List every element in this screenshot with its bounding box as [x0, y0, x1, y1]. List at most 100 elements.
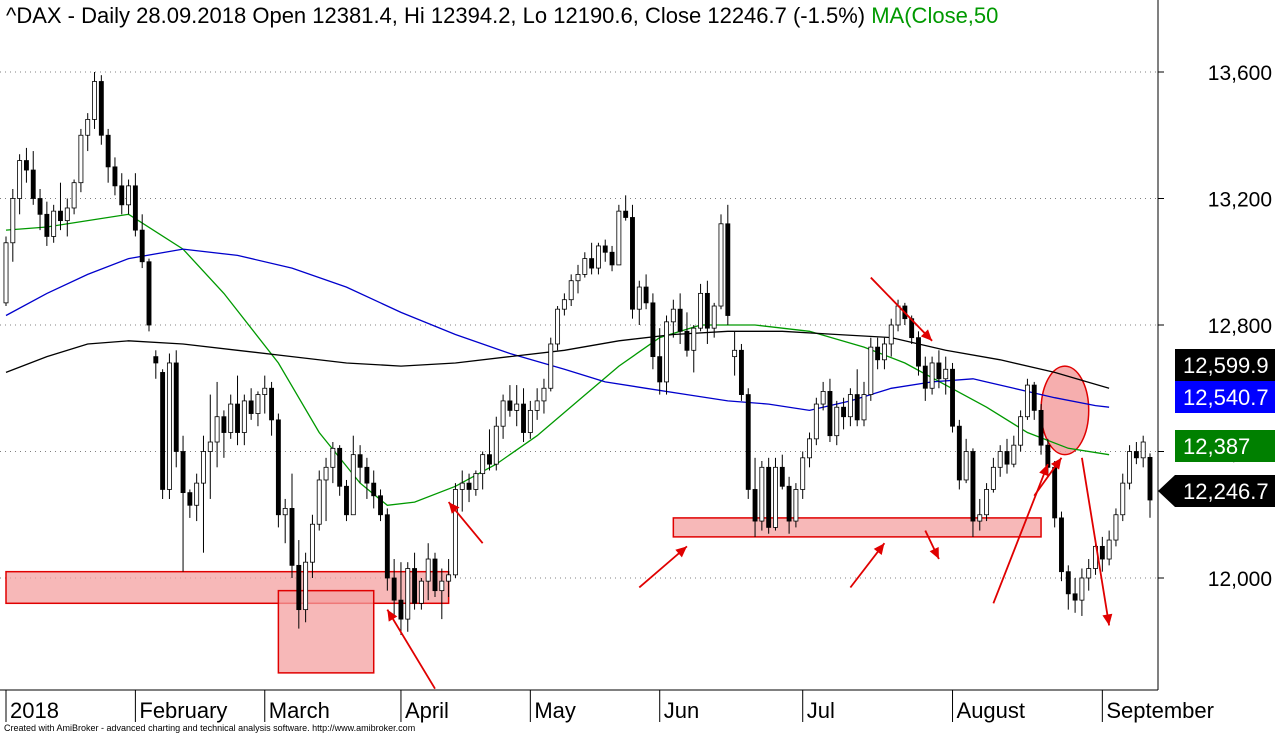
candle	[977, 498, 983, 531]
candle-body	[657, 356, 663, 383]
candle	[262, 375, 268, 414]
candle-body	[990, 466, 996, 490]
candle-body	[112, 166, 118, 187]
candle	[78, 128, 84, 193]
candle	[922, 356, 928, 401]
candle	[691, 325, 697, 373]
candle	[670, 299, 676, 338]
candle	[779, 454, 785, 490]
arrow	[924, 530, 940, 560]
candle	[425, 543, 431, 601]
candle	[92, 72, 97, 129]
candle-body	[813, 403, 819, 440]
candle-body	[371, 482, 377, 497]
candle	[412, 552, 418, 610]
candle-body	[153, 356, 159, 364]
candle	[391, 559, 397, 616]
candle	[956, 419, 962, 490]
candle	[521, 388, 526, 443]
candle-body	[602, 245, 608, 253]
candle-body	[255, 394, 261, 414]
candle	[23, 147, 29, 183]
candle-body	[691, 327, 697, 351]
candle	[241, 394, 247, 446]
candle-body	[378, 495, 383, 516]
candle	[677, 293, 683, 344]
y-tick-label: 13,600	[1208, 62, 1272, 85]
candle	[1113, 508, 1119, 547]
candle-body	[1052, 466, 1058, 519]
candle-body	[1072, 593, 1078, 601]
candle-body	[950, 368, 955, 427]
candle	[636, 280, 642, 325]
candle-body	[521, 403, 526, 433]
candle	[1099, 536, 1105, 572]
arrow-head	[448, 502, 460, 514]
candle-body	[173, 362, 179, 452]
candle-body	[330, 447, 336, 468]
candle	[650, 293, 656, 370]
candle-body	[235, 403, 240, 433]
candle-body	[1004, 451, 1010, 465]
candle-body	[534, 400, 540, 411]
candle	[616, 204, 622, 266]
candle-body	[405, 568, 411, 620]
candle-body	[248, 400, 254, 414]
candle-body	[1140, 441, 1146, 459]
candle	[990, 457, 996, 493]
candle	[854, 369, 860, 427]
candle	[1059, 511, 1064, 582]
candle	[875, 337, 881, 370]
candle-body	[1031, 384, 1037, 411]
candle	[527, 400, 533, 439]
candle-body	[1120, 482, 1126, 516]
candle-body	[970, 451, 976, 522]
candle-body	[684, 330, 690, 351]
candle	[248, 388, 254, 420]
candle	[766, 457, 772, 534]
annotation-arrows	[386, 276, 1113, 690]
candle-body	[670, 308, 676, 323]
candle	[888, 318, 894, 357]
candle-body	[78, 134, 84, 184]
candle	[1065, 565, 1071, 610]
candle	[17, 154, 23, 215]
y-tick-label: 12,800	[1208, 315, 1272, 338]
arrow-head	[920, 329, 933, 341]
candle-body	[956, 425, 962, 481]
candle-body	[344, 485, 349, 516]
candle-body	[827, 391, 833, 437]
candle	[602, 239, 608, 262]
y-tick-label: 12,000	[1208, 568, 1272, 591]
price-badge-bg	[1175, 349, 1275, 381]
candle-body	[241, 400, 247, 433]
arrow	[992, 463, 1049, 604]
candle	[1031, 381, 1037, 420]
candle-body	[1018, 416, 1024, 446]
y-tick-label: 13,200	[1208, 189, 1272, 212]
candle-body	[738, 349, 744, 395]
price-badge-bg	[1175, 381, 1275, 413]
candle-body	[166, 362, 172, 490]
candle-body	[126, 185, 132, 206]
candle-body	[323, 466, 329, 481]
arrow-head	[1051, 457, 1062, 470]
candle	[480, 451, 486, 490]
candle	[725, 204, 731, 325]
arrow-head	[1102, 613, 1113, 626]
candle	[868, 337, 874, 401]
candle-body	[868, 346, 874, 395]
candle	[201, 435, 206, 553]
candle-body	[1147, 456, 1153, 501]
candle	[936, 350, 942, 389]
candle	[813, 397, 819, 446]
candle	[493, 416, 499, 471]
candle-body	[568, 280, 574, 301]
candle-body	[269, 387, 275, 421]
candle-body	[650, 302, 656, 358]
candle	[282, 498, 288, 544]
candle-body	[1106, 539, 1112, 560]
candle	[214, 381, 220, 468]
candle	[37, 189, 43, 231]
